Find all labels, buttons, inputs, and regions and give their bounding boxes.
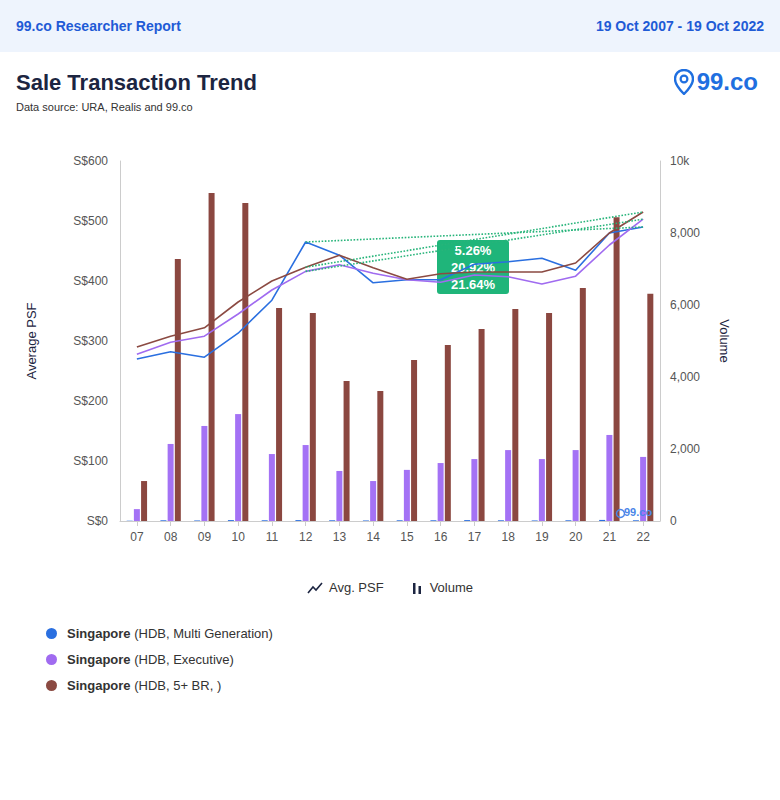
html-text:Avg. PSF: Avg. PSF [329,580,384,595]
svg-text:18: 18 [501,530,515,544]
svg-text:Average PSF: Average PSF [24,302,39,379]
svg-text:S$100: S$100 [73,454,108,468]
svg-text:14: 14 [366,530,380,544]
html-text:Data source: URA, Realis and 9: Data source: URA, Realis and 99.co [16,101,193,113]
svg-text:S$200: S$200 [73,394,108,408]
svg-text:07: 07 [130,530,144,544]
svg-text:17: 17 [468,530,482,544]
html-text:19 Oct 2007 - 19 Oct 2022: 19 Oct 2007 - 19 Oct 2022 [595,18,764,34]
svg-text:16: 16 [434,530,448,544]
svg-text:10k: 10k [670,154,690,168]
html-text:Volume: Volume [429,580,473,595]
svg-text:0: 0 [670,514,677,528]
svg-text:S$400: S$400 [73,274,108,288]
html-text:Singapore (HDB, 5+ BR, ): Singapore (HDB, 5+ BR, ) [67,677,222,693]
html-text:Singapore (HDB, Executive): Singapore (HDB, Executive) [67,651,234,667]
svg-text:12: 12 [299,530,313,544]
html-text:99.co: 99.co [696,68,758,95]
svg-text:11: 11 [266,530,279,544]
svg-text:20: 20 [569,530,583,544]
svg-text:99.co: 99.co [624,506,652,518]
svg-text:08: 08 [164,530,178,544]
svg-text:19: 19 [535,530,549,544]
svg-text:S$0: S$0 [87,514,109,528]
svg-text:5.26%: 5.26% [454,242,492,258]
svg-text:S$500: S$500 [73,214,108,228]
html-text:Sale Transaction Trend: Sale Transaction Trend [16,70,257,95]
svg-text:22: 22 [636,530,650,544]
svg-text:4,000: 4,000 [670,370,700,384]
svg-text:20.92%: 20.92% [451,259,495,275]
html-text:Singapore (HDB, Multi Generati: Singapore (HDB, Multi Generation) [67,625,273,641]
svg-text:15: 15 [400,530,414,544]
html-text:99.co Researcher Report: 99.co Researcher Report [16,18,181,34]
svg-text:S$600: S$600 [73,154,108,168]
svg-text:6,000: 6,000 [670,298,700,312]
svg-text:10: 10 [231,530,245,544]
svg-text:2,000: 2,000 [670,442,700,456]
svg-text:S$300: S$300 [73,334,108,348]
svg-text:21: 21 [603,530,617,544]
svg-text:09: 09 [198,530,212,544]
svg-text:13: 13 [333,530,347,544]
svg-text:21.64%: 21.64% [451,276,495,292]
svg-text:8,000: 8,000 [670,226,700,240]
svg-text:Volume: Volume [717,319,732,362]
